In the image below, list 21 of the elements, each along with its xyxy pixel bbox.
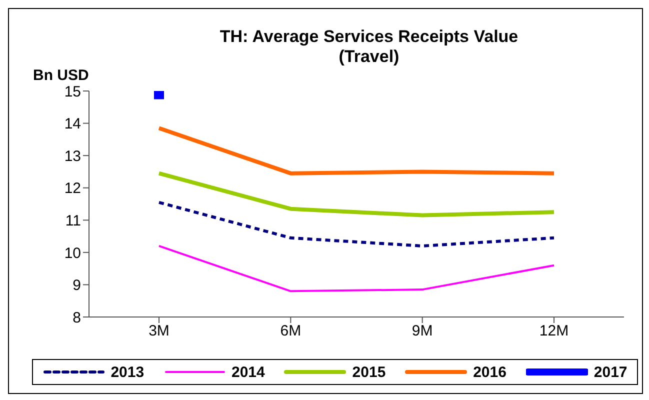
chart-title: TH: Average Services Receipts Value (Travel) bbox=[218, 27, 520, 67]
y-tick-label: 11 bbox=[65, 212, 81, 230]
y-tick-label: 10 bbox=[64, 244, 81, 262]
y-tick-label: 8 bbox=[72, 309, 81, 326]
line-series bbox=[158, 244, 555, 292]
x-tick-label: 12M bbox=[539, 322, 569, 340]
line-series bbox=[157, 171, 556, 218]
y-axis-title: Bn USD bbox=[33, 67, 89, 84]
y-tick-label: 9 bbox=[72, 277, 81, 294]
legend-label: 2015 bbox=[352, 364, 386, 380]
x-tick-label: 9M bbox=[412, 322, 433, 340]
x-tick-label: 6M bbox=[280, 322, 302, 340]
legend-label: 2017 bbox=[594, 364, 628, 380]
x-tick-label: 3M bbox=[148, 322, 170, 340]
y-tick-label: 14 bbox=[64, 116, 81, 133]
y-tick-label: 12 bbox=[64, 180, 81, 198]
legend-label: 2013 bbox=[110, 364, 144, 380]
y-tick-label: 13 bbox=[64, 148, 81, 165]
legend-label: 2014 bbox=[232, 364, 265, 380]
y-tick-label: 15 bbox=[64, 83, 81, 100]
legend-label: 2016 bbox=[473, 364, 506, 380]
